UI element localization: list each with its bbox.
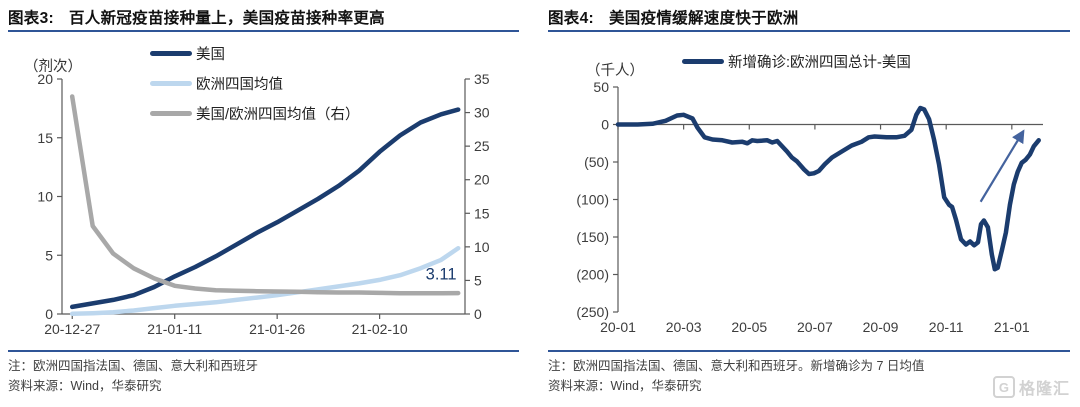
svg-text:15: 15 (37, 130, 53, 146)
figure3-vaccination-line-chart: 0 5 10 15 20 0 5 10 15 20 25 30 35 20-12-27 21-01-11 21… (37, 71, 490, 337)
legend-label-newcases-diff: 新增确诊:欧洲四国总计-美国 (728, 55, 911, 71)
legend-item-ratio: 美国/欧洲四国均值（右） (150, 104, 360, 123)
title-underline (548, 30, 1070, 32)
svg-text:(200): (200) (576, 267, 609, 283)
svg-text:20-03: 20-03 (666, 319, 702, 335)
legend-item-newcases-diff: 新增确诊:欧洲四国总计-美国 (682, 52, 911, 71)
svg-text:50: 50 (593, 79, 609, 95)
figure4-y-axis-unit: （千人） (586, 63, 644, 79)
legend-label-us: 美国 (196, 47, 225, 63)
legend-label-ratio: 美国/欧洲四国均值（右） (196, 107, 360, 123)
svg-text:3.11: 3.11 (426, 265, 457, 283)
svg-text:0: 0 (601, 117, 609, 133)
title-underline (8, 30, 519, 32)
svg-text:20-05: 20-05 (731, 319, 767, 335)
svg-text:30: 30 (474, 105, 490, 121)
svg-text:15: 15 (474, 205, 490, 221)
legend-label-europe4: 欧洲四国均值 (196, 77, 283, 93)
svg-text:(150): (150) (576, 229, 609, 245)
svg-text:20: 20 (474, 172, 490, 188)
figure3-legend: 美国 欧洲四国均值 美国/欧洲四国均值（右） (150, 44, 360, 134)
legend-item-europe4: 欧洲四国均值 (150, 74, 360, 93)
svg-text:20-07: 20-07 (797, 319, 833, 335)
figure3-note-divider (8, 350, 519, 352)
legend-swatch-europe4 (150, 81, 192, 86)
figure3-panel: 图表3: 百人新冠疫苗接种量上，美国疫苗接种率更高 （剂次） 美国 欧洲四国均值 … (8, 6, 519, 393)
figure3-title: 图表3: 百人新冠疫苗接种量上，美国疫苗接种率更高 (8, 6, 385, 28)
svg-text:(100): (100) (576, 192, 609, 208)
svg-text:20-09: 20-09 (863, 319, 899, 335)
svg-text:21-01-11: 21-01-11 (147, 321, 202, 337)
svg-text:5: 5 (474, 272, 482, 288)
svg-text:35: 35 (474, 71, 490, 87)
svg-text:20: 20 (37, 71, 53, 87)
svg-text:0: 0 (45, 306, 53, 322)
figure4-title: 图表4: 美国疫情缓解速度快于欧洲 (548, 6, 799, 28)
svg-text:25: 25 (474, 138, 490, 154)
figure4-note: 注：欧洲四国指法国、德国、意大利和西班牙。新增确诊为 7 日均值 (548, 359, 925, 373)
figure4-newcases-line-chart: 50 0 (50) (100) (150) (200) (250)20-01 20-03 20-… (576, 79, 1043, 335)
figure3-note: 注：欧洲四国指法国、德国、意大利和西班牙 (8, 359, 259, 373)
figure3-number: 图表3: (8, 10, 54, 27)
svg-text:21-01-26: 21-01-26 (249, 321, 305, 337)
svg-text:10: 10 (474, 239, 490, 255)
svg-text:20-12-27: 20-12-27 (44, 321, 100, 337)
figure4-legend: 新增确诊:欧洲四国总计-美国 (682, 52, 911, 82)
svg-text:5: 5 (45, 247, 53, 263)
svg-text:0: 0 (474, 306, 482, 322)
figure4-number: 图表4: (548, 10, 594, 27)
gelonghui-watermark: G 格隆汇 (992, 375, 1070, 399)
figure3-y-axis-unit: （剂次） (24, 59, 82, 75)
svg-text:10: 10 (37, 189, 53, 205)
figure4-source: 资料来源：Wind，华泰研究 (548, 379, 702, 393)
figure3-source: 资料来源：Wind，华泰研究 (8, 379, 162, 393)
legend-swatch-newcases-diff (682, 59, 724, 64)
legend-swatch-ratio (150, 111, 192, 116)
svg-text:(250): (250) (576, 304, 609, 320)
legend-item-us: 美国 (150, 44, 360, 63)
svg-text:21-02-10: 21-02-10 (352, 321, 408, 337)
svg-text:21-01: 21-01 (994, 319, 1030, 335)
gelonghui-logo-icon: G (992, 376, 1015, 398)
figure4-heading: 美国疫情缓解速度快于欧洲 (608, 10, 799, 27)
figure4-panel: 图表4: 美国疫情缓解速度快于欧洲 （千人） 新增确诊:欧洲四国总计-美国 50 0… (540, 0, 1080, 407)
svg-text:20-11: 20-11 (929, 319, 964, 335)
svg-text:20-01: 20-01 (600, 319, 636, 335)
svg-text:(50): (50) (584, 154, 609, 170)
figure4-note-divider (548, 350, 1070, 352)
figure3-heading: 百人新冠疫苗接种量上，美国疫苗接种率更高 (68, 10, 385, 27)
gelonghui-logo-text: 格隆汇 (1018, 381, 1070, 398)
legend-swatch-us (150, 51, 192, 56)
